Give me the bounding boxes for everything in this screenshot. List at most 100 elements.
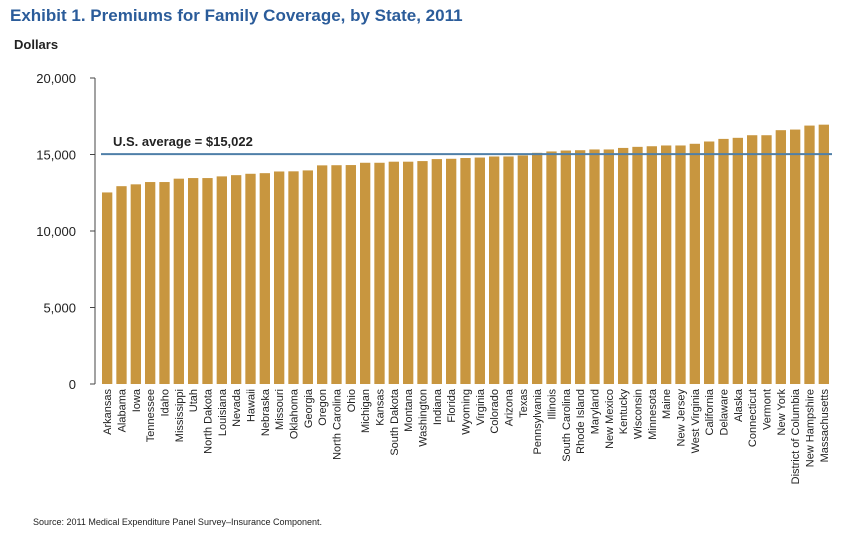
bar-arkansas [102, 192, 113, 384]
x-tick-label: Pennsylvania [532, 388, 544, 454]
bar-north-dakota [202, 178, 213, 384]
y-axis-label: Dollars [14, 37, 59, 52]
x-tick-label: Hawaii [245, 389, 257, 422]
bar-pennsylvania [532, 152, 543, 384]
bar-florida [446, 158, 457, 384]
x-tick-label: Illinois [546, 389, 558, 420]
x-tick-label: South Carolina [561, 388, 573, 462]
bar-nevada [231, 175, 242, 384]
x-tick-label: Kansas [374, 389, 386, 426]
bar-minnesota [646, 146, 657, 384]
bar-delaware [718, 138, 729, 384]
x-tick-label: Virginia [475, 388, 487, 425]
x-tick-label: Minnesota [647, 388, 659, 440]
bar-alaska [732, 137, 743, 384]
x-tick-label: Idaho [159, 389, 171, 417]
bar-texas [517, 155, 528, 384]
x-tick-label: Rhode Island [575, 389, 587, 454]
x-tick-label: Ohio [346, 389, 358, 412]
y-tick-label: 15,000 [36, 148, 76, 163]
x-tick-label: Wyoming [460, 389, 472, 435]
bar-maryland [589, 149, 600, 384]
x-tick-label: North Dakota [202, 388, 214, 454]
x-tick-label: Indiana [432, 388, 444, 425]
x-tick-label: New Hampshire [804, 389, 816, 467]
bar-ohio [345, 165, 356, 384]
x-tick-label: Oklahoma [288, 388, 300, 439]
x-tick-label: Washington [417, 389, 429, 447]
bar-idaho [159, 182, 170, 384]
x-tick-label: Massachusetts [819, 389, 831, 463]
bar-virginia [474, 157, 485, 384]
x-tick-label: Tennessee [145, 389, 157, 442]
x-tick-label: Texas [518, 389, 530, 418]
x-tick-label: Mississippi [174, 389, 186, 442]
bar-new-york [775, 130, 786, 384]
bar-connecticut [747, 135, 758, 384]
x-tick-label: Nevada [231, 388, 243, 427]
x-tick-label: New York [776, 389, 788, 436]
average-label: U.S. average = $15,022 [113, 134, 253, 149]
x-tick-label: Louisiana [217, 388, 229, 436]
x-tick-label: Nebraska [260, 388, 272, 436]
x-tick-label: Iowa [131, 388, 143, 412]
x-tick-label: Arizona [503, 388, 515, 426]
bar-oklahoma [288, 171, 299, 384]
bar-new-mexico [603, 149, 614, 384]
chart-title: Exhibit 1. Premiums for Family Coverage,… [10, 6, 463, 25]
x-tick-label: Alabama [116, 388, 128, 432]
bar-new-hampshire [804, 125, 815, 384]
x-tick-label: California [704, 388, 716, 435]
x-tick-label: Kentucky [618, 389, 630, 435]
bar-iowa [130, 184, 141, 384]
bar-alabama [116, 186, 127, 384]
bar-colorado [489, 156, 500, 384]
bar-maine [661, 145, 672, 384]
bar-louisiana [216, 176, 227, 384]
bar-rhode-island [575, 150, 586, 384]
bar-hawaii [245, 173, 256, 384]
bar-indiana [431, 159, 442, 384]
x-tick-label: Montana [403, 388, 415, 432]
x-tick-label: Maryland [589, 389, 601, 434]
x-tick-label: Florida [446, 388, 458, 423]
bar-illinois [546, 151, 557, 384]
bar-arizona [503, 156, 514, 384]
bar-south-carolina [560, 150, 571, 384]
x-tick-label: New Mexico [604, 389, 616, 449]
bar-michigan [360, 162, 371, 384]
y-tick-label: 20,000 [36, 71, 76, 86]
bar-california [704, 141, 715, 384]
bar-vermont [761, 135, 772, 384]
x-tick-label: Wisconsin [632, 389, 644, 439]
x-tick-label: Vermont [761, 389, 773, 430]
x-tick-label: Oregon [317, 389, 329, 426]
bar-wisconsin [632, 146, 643, 384]
x-tick-label: Delaware [718, 389, 730, 435]
bar-massachusetts [818, 124, 829, 384]
x-tick-label: Georgia [303, 388, 315, 428]
x-tick-label: District of Columbia [790, 388, 802, 484]
bar-montana [403, 161, 414, 384]
x-tick-label: New Jersey [675, 389, 687, 447]
bar-nebraska [259, 173, 270, 384]
bar-kansas [374, 162, 385, 384]
y-tick-label: 5,000 [43, 301, 76, 316]
x-tick-label: Michigan [360, 389, 372, 433]
bar-tennessee [145, 182, 156, 384]
bar-west-virginia [689, 143, 700, 384]
bar-kentucky [618, 147, 629, 384]
bar-georgia [302, 170, 313, 384]
y-tick-label: 10,000 [36, 224, 76, 239]
bar-mississippi [173, 178, 184, 384]
x-tick-label: Colorado [489, 389, 501, 434]
bar-wyoming [460, 158, 471, 384]
bar-district-of-columbia [790, 129, 801, 384]
x-tick-label: Maine [661, 389, 673, 419]
bar-utah [188, 178, 199, 384]
y-tick-label: 0 [69, 377, 76, 392]
bar-missouri [274, 171, 285, 384]
x-tick-label: Utah [188, 389, 200, 412]
x-tick-label: Connecticut [747, 389, 759, 447]
